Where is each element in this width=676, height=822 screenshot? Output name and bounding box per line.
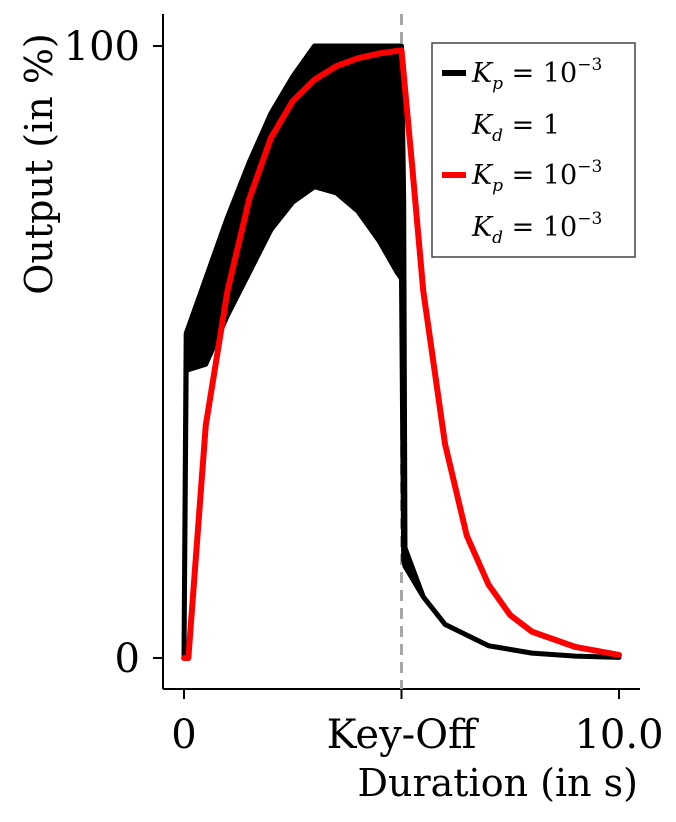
series-black-band [181, 43, 622, 661]
series-red-line [181, 47, 622, 661]
x-axis-label: Duration (in s) [358, 761, 638, 805]
y-axis-label: Output (in %) [17, 33, 61, 295]
x-tick-label-2: 10.0 [574, 712, 663, 758]
x-tick-label-0: 0 [171, 712, 196, 758]
legend-frame [431, 42, 636, 258]
y-tick-label-0: 0 [115, 636, 140, 682]
legend-label-black-kd: Kd = 1 [471, 110, 560, 146]
legend-label-red-kp: Kp = 10−3 [471, 157, 602, 196]
x-tick-label-1: Key-Off [327, 712, 479, 758]
plot-area: 0 Key-Off 10.0 0 100 [64, 14, 664, 758]
legend: Kp = 10−3 Kd = 1 Kp = 10−3 Kd = 10−3 [431, 42, 636, 258]
legend-label-black-kp: Kp = 10−3 [471, 55, 602, 94]
y-tick-label-1: 100 [64, 24, 140, 70]
legend-label-red-kd: Kd = 10−3 [471, 209, 602, 248]
